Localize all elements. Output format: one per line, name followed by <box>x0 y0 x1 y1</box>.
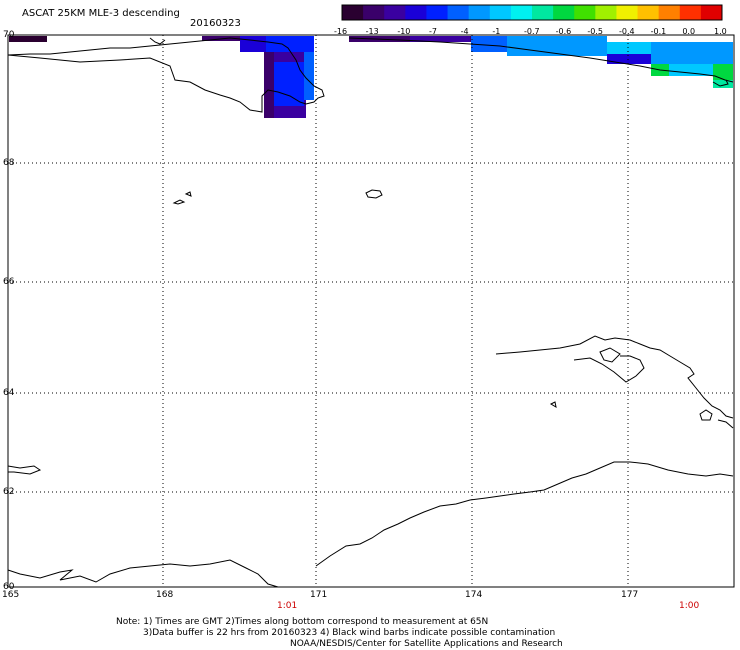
colorbar-tick-label: -10 <box>397 27 411 36</box>
lat-label-66: 66 <box>3 277 15 287</box>
colorbar-swatch <box>405 5 427 20</box>
colorbar-tick-label: -0.5 <box>587 27 603 36</box>
lon-label-165: 165 <box>2 590 20 600</box>
colorbar-swatch <box>595 5 617 20</box>
colorbar-tick-label: -16 <box>334 27 348 36</box>
lon-label-168: 168 <box>156 590 174 600</box>
colorbar-tick-label: -0.4 <box>619 27 635 36</box>
lat-label-60: 60 <box>3 582 15 592</box>
colorbar-swatch <box>553 5 575 20</box>
colorbar-swatch <box>384 5 406 20</box>
colorbar-border <box>341 4 723 21</box>
time-label-west: 1:01 <box>277 601 298 611</box>
colorbar-swatch <box>426 5 449 20</box>
plot-frame <box>7 34 735 588</box>
colorbar-swatch <box>532 5 554 20</box>
time-label-east: 1:00 <box>679 601 700 611</box>
colorbar-swatch <box>637 5 660 20</box>
note-line-2: 3)Data buffer is 22 hrs from 20160323 4)… <box>143 628 556 638</box>
colorbar-tick-label: -1 <box>492 27 501 36</box>
colorbar-swatch <box>510 5 533 20</box>
note-line-3: NOAA/NESDIS/Center for Satellite Applica… <box>290 639 563 649</box>
colorbar-swatch <box>679 5 702 20</box>
lat-label-64: 64 <box>3 388 15 398</box>
colorbar-tick-label: -0.7 <box>524 27 540 36</box>
colorbar-swatch <box>342 5 364 20</box>
colorbar-swatch <box>489 5 512 20</box>
colorbar-swatch <box>574 5 596 20</box>
wind-data-swath-west <box>9 36 314 118</box>
map-date: 20160323 <box>190 18 241 29</box>
lon-label-171: 171 <box>310 590 328 600</box>
lon-label-174: 174 <box>465 590 483 600</box>
colorbar-swatch <box>363 5 385 20</box>
colorbar-swatch <box>658 5 681 20</box>
colorbar-tick-label: -0.6 <box>555 27 572 36</box>
colorbar-tick-label: -4 <box>460 27 469 36</box>
colorbar-tick-label: 0.0 <box>682 27 696 36</box>
colorbar-swatch <box>700 5 723 20</box>
colorbar-tick-label: 1.0 <box>714 27 727 36</box>
colorbar <box>341 4 723 21</box>
note-line-1: Note: 1) Times are GMT 2)Times along bot… <box>116 617 489 627</box>
colorbar-swatch <box>616 5 639 20</box>
lat-label-70: 70 <box>3 30 15 40</box>
colorbar-swatch <box>447 5 470 20</box>
wind-data-swath-east <box>349 36 733 88</box>
lat-label-62: 62 <box>3 487 15 497</box>
colorbar-tick-label: -0.1 <box>650 27 667 36</box>
colorbar-tick-label: -13 <box>365 27 379 36</box>
lon-label-177: 177 <box>621 590 639 600</box>
map-title: ASCAT 25KM MLE-3 descending <box>22 8 180 19</box>
colorbar-tick-label: -7 <box>429 27 437 36</box>
colorbar-swatch <box>468 5 491 20</box>
lat-label-68: 68 <box>3 158 15 168</box>
coastline <box>7 37 734 588</box>
graticule <box>8 35 734 587</box>
